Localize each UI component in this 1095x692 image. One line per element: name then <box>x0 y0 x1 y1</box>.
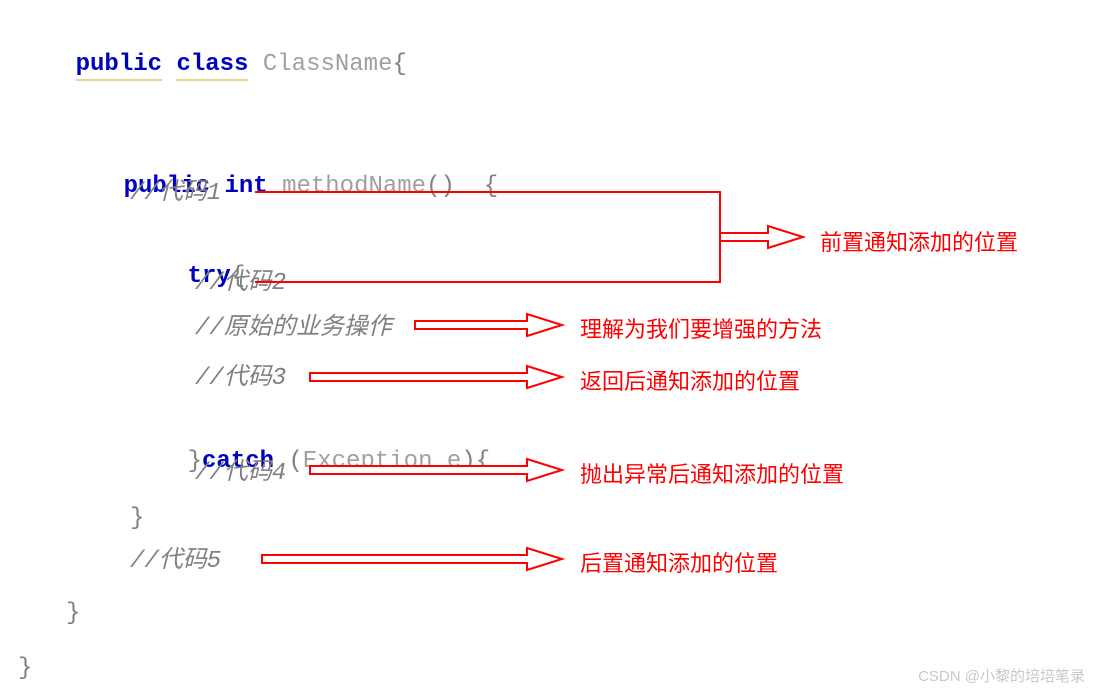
comment-code4: //代码4 <box>195 455 286 493</box>
brace: { <box>392 51 406 78</box>
comment-original: //原始的业务操作 <box>195 310 392 348</box>
comment-code2: //代码2 <box>195 265 286 303</box>
comment-code3: //代码3 <box>195 360 286 398</box>
brace: { <box>476 448 490 475</box>
brace-close-method: } <box>66 595 80 633</box>
line-class-decl: public class ClassName{ <box>18 8 407 123</box>
kw-class: class <box>176 51 248 81</box>
watermark: CSDN @小黎的培培笔录 <box>918 665 1085 686</box>
annotation-after-throwing: 抛出异常后通知添加的位置 <box>580 457 844 489</box>
paren: () <box>426 173 455 200</box>
brace-close-catch: } <box>130 500 144 538</box>
annotation-target-method: 理解为我们要增强的方法 <box>580 312 822 344</box>
brace: { <box>484 173 498 200</box>
comment-code1: //代码1 <box>130 175 221 213</box>
annotation-after-advice: 后置通知添加的位置 <box>580 546 778 578</box>
brace-close-class: } <box>18 650 32 688</box>
line-catch: }catch (Exception e){ <box>130 405 490 520</box>
comment-code5: //代码5 <box>130 543 221 581</box>
class-name: ClassName <box>263 51 393 78</box>
paren: ( <box>288 448 302 475</box>
kw-int: int <box>224 173 267 200</box>
catch-type: Exception e <box>303 448 461 475</box>
paren: ) <box>461 448 475 475</box>
annotation-before-advice: 前置通知添加的位置 <box>820 225 1018 257</box>
kw-public: public <box>76 51 162 81</box>
annotation-after-returning: 返回后通知添加的位置 <box>580 364 800 396</box>
method-name: methodName <box>282 173 426 200</box>
